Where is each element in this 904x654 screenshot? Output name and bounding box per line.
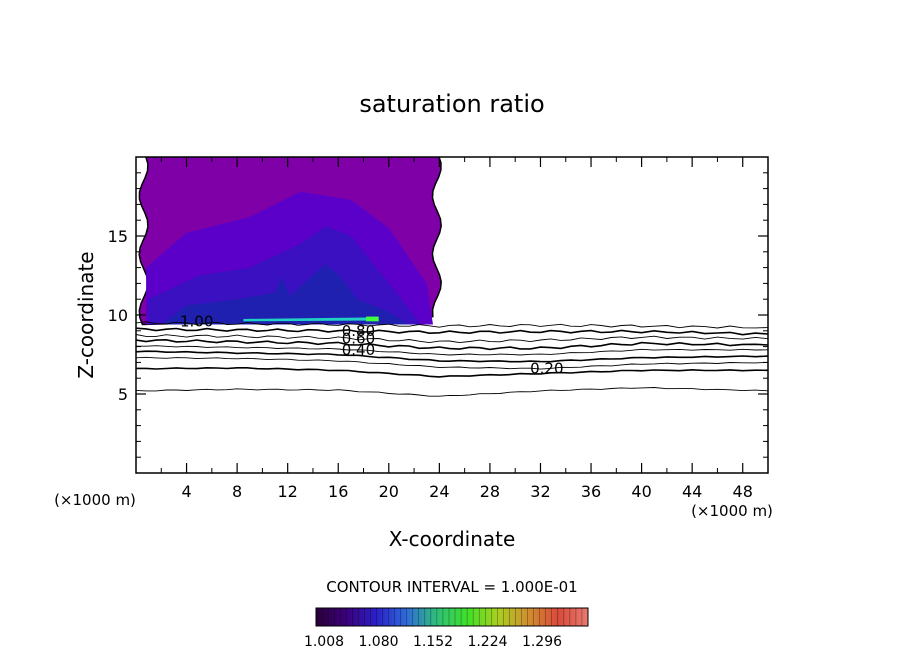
contour-lines — [136, 321, 768, 397]
x-axis-ticks: 4 8 12 16 20 24 28 32 36 40 44 48 — [160, 157, 753, 501]
colorbar-tick-label: 1.224 — [467, 634, 507, 650]
x-tick-label: 40 — [631, 482, 651, 501]
x-axis-label: X-coordinate — [389, 527, 516, 551]
x-tick-label: 4 — [181, 482, 191, 501]
colorbar-tick-label: 1.296 — [522, 634, 562, 650]
x-unit-right: (×1000 m) — [691, 502, 773, 520]
x-tick-label: 8 — [232, 482, 242, 501]
plot-area — [136, 157, 768, 397]
x-tick-label: 16 — [328, 482, 348, 501]
filled-region-core — [161, 264, 408, 325]
colorbar-tick-label: 1.080 — [358, 634, 398, 650]
peak-saturation-spot — [366, 316, 379, 322]
filled-contour-region — [138, 157, 442, 326]
x-tick-label: 48 — [733, 482, 753, 501]
x-tick-label: 28 — [480, 482, 500, 501]
contour-label: 0.40 — [342, 341, 375, 359]
contour-line — [136, 366, 768, 378]
colorbar-tick-label: 1.152 — [413, 634, 453, 650]
contour-label: 0.20 — [530, 360, 563, 378]
y-tick-label: 10 — [108, 306, 128, 325]
contour-interval-text: CONTOUR INTERVAL = 1.000E-01 — [326, 578, 577, 596]
high-saturation-band — [243, 317, 379, 322]
x-tick-label: 32 — [530, 482, 550, 501]
contour-line — [136, 350, 768, 363]
contour-line — [136, 334, 768, 344]
contour-line — [136, 356, 768, 370]
contour-line — [136, 327, 768, 336]
contour-label: 1.00 — [180, 312, 213, 330]
colorbar-bar — [315, 607, 589, 627]
chart-title: saturation ratio — [359, 90, 544, 118]
x-tick-label: 20 — [379, 482, 399, 501]
contour-labels: 1.00 0.800.600.40 0.20 — [180, 312, 564, 377]
x-tick-label: 36 — [581, 482, 601, 501]
x-tick-label: 44 — [682, 482, 702, 501]
y-axis-label: Z-coordinate — [74, 251, 98, 378]
y-tick-label: 15 — [108, 227, 128, 246]
contour-label: 0.80 — [342, 322, 375, 340]
colorbar: 1.008 1.080 1.152 1.224 1.296 — [304, 607, 589, 650]
y-axis-ticks: 5 10 15 — [108, 172, 768, 458]
x-tick-label: 24 — [429, 482, 449, 501]
contour-line — [136, 345, 768, 356]
y-tick-label: 5 — [118, 385, 128, 404]
contour-line — [136, 338, 768, 351]
contour-line — [136, 321, 768, 329]
x-unit-left: (×1000 m) — [54, 491, 136, 509]
colorbar-labels: 1.008 1.080 1.152 1.224 1.296 — [304, 634, 562, 650]
contour-label: 0.60 — [342, 330, 375, 348]
x-tick-label: 12 — [278, 482, 298, 501]
contour-line — [136, 387, 768, 397]
colorbar-tick-label: 1.008 — [304, 634, 344, 650]
